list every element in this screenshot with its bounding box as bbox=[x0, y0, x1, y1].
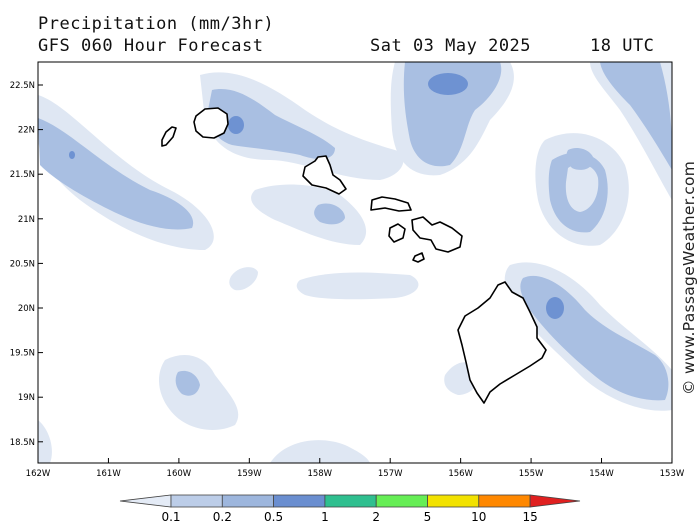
lat-label: 21.5N bbox=[10, 170, 35, 180]
map-frame bbox=[37, 61, 673, 464]
lon-label: 156W bbox=[448, 469, 473, 479]
longitude-axis: 162W 161W 160W 159W 158W 157W 156W 155W 154W 153W bbox=[26, 458, 685, 479]
color-key-label: 0.2 bbox=[213, 510, 232, 524]
lat-label: 22N bbox=[18, 126, 35, 136]
island-molokai bbox=[370, 196, 412, 212]
lat-label: 21N bbox=[18, 215, 35, 225]
island-lanai bbox=[388, 223, 406, 243]
color-key-label: 15 bbox=[522, 510, 537, 524]
site-credit: © www.PassageWeather.com bbox=[680, 161, 698, 395]
color-key-segment bbox=[273, 494, 326, 508]
color-key-segment bbox=[478, 494, 531, 508]
color-key-label: 0.5 bbox=[264, 510, 283, 524]
color-key-label: 2 bbox=[372, 510, 380, 524]
precip-layer-light bbox=[38, 62, 672, 463]
lon-label: 159W bbox=[237, 469, 262, 479]
color-key-segment bbox=[427, 494, 480, 508]
color-key-label: 0.1 bbox=[161, 510, 180, 524]
precipitation-field bbox=[38, 62, 672, 463]
precip-layer-dark bbox=[69, 73, 564, 319]
lat-label: 22.5N bbox=[10, 81, 35, 91]
color-key-segment bbox=[324, 494, 377, 508]
lon-label: 153W bbox=[660, 469, 685, 479]
forecast-subtitle: GFS 060 Hour Forecast bbox=[38, 36, 264, 56]
island-maui bbox=[411, 216, 463, 253]
forecast-time: 18 UTC bbox=[590, 36, 655, 56]
color-key-segment bbox=[170, 494, 223, 508]
color-key-segment bbox=[221, 494, 275, 508]
hawaiian-islands bbox=[161, 107, 547, 404]
lon-label: 154W bbox=[589, 469, 614, 479]
color-key-label: 10 bbox=[471, 510, 486, 524]
precipitation-color-key: 0.1 0.2 0.5 1 2 5 10 15 bbox=[119, 494, 581, 524]
lon-label: 161W bbox=[96, 469, 121, 479]
lon-label: 158W bbox=[307, 469, 332, 479]
lon-label: 155W bbox=[519, 469, 544, 479]
lat-label: 19.5N bbox=[10, 349, 35, 359]
lat-label: 20.5N bbox=[10, 259, 35, 269]
map-title: Precipitation (mm/3hr) bbox=[38, 14, 275, 34]
lon-label: 162W bbox=[26, 469, 51, 479]
latitude-axis: 22.5N 22N 21.5N 21N 20.5N 20N 19.5N 19N 18.5N bbox=[10, 81, 43, 448]
island-hawaii bbox=[457, 281, 547, 404]
lon-label: 157W bbox=[378, 469, 403, 479]
color-key-label: 1 bbox=[321, 510, 329, 524]
island-kahoolawe bbox=[412, 252, 425, 263]
forecast-date: Sat 03 May 2025 bbox=[370, 36, 532, 56]
island-oahu bbox=[302, 155, 347, 195]
color-key-right-arrow bbox=[529, 494, 581, 508]
color-key-segment bbox=[375, 494, 428, 508]
lat-label: 19N bbox=[18, 393, 35, 403]
color-key-left-arrow bbox=[119, 494, 172, 508]
color-key-label: 5 bbox=[424, 510, 432, 524]
lat-label: 18.5N bbox=[10, 438, 35, 448]
lon-label: 160W bbox=[167, 469, 192, 479]
island-kauai bbox=[193, 107, 229, 139]
island-niihau bbox=[161, 126, 177, 147]
lat-label: 20N bbox=[18, 304, 35, 314]
